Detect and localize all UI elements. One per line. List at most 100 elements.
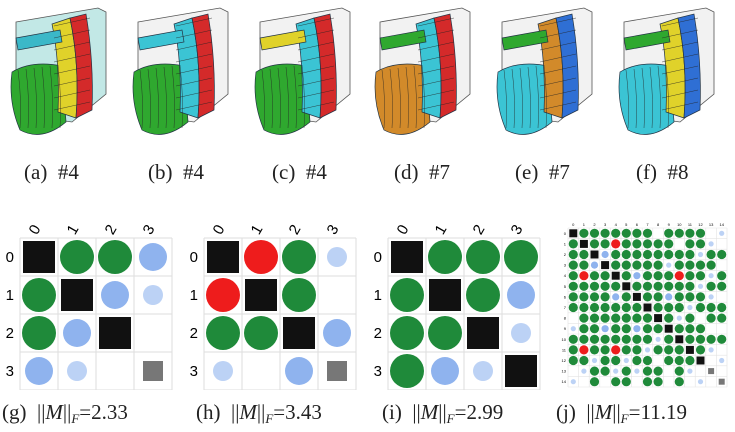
caption-g-norm-close: || xyxy=(62,400,72,424)
coupling-circle xyxy=(621,366,631,376)
mesh-line xyxy=(57,64,61,129)
coupling-circle xyxy=(687,304,693,311)
coupling-circle xyxy=(579,355,589,366)
diagonal-cell xyxy=(643,303,652,312)
row-header: 6 xyxy=(564,294,567,299)
coupling-circle xyxy=(282,240,316,274)
coupling-circle xyxy=(139,243,167,271)
coupling-circle xyxy=(695,324,706,334)
coupling-circle xyxy=(570,326,576,332)
row-header: 13 xyxy=(562,369,567,374)
row-header: 2 xyxy=(6,325,14,342)
coupling-circle xyxy=(206,316,240,350)
coupling-circle xyxy=(664,239,674,249)
coupling-circle xyxy=(665,293,673,301)
caption-f-model: #8 xyxy=(667,160,689,184)
coupling-circle xyxy=(642,239,653,249)
coupling-circle xyxy=(621,228,631,238)
caption-j-value: =11.19 xyxy=(628,400,687,424)
coupling-circle xyxy=(632,334,642,344)
coupling-circle xyxy=(601,250,609,259)
horizontal-slab xyxy=(501,29,549,51)
coupling-circle xyxy=(642,281,653,291)
row-header: 5 xyxy=(564,284,567,289)
mesh-line xyxy=(661,89,699,99)
render-c xyxy=(246,2,366,152)
coupling-circle xyxy=(664,281,674,291)
mesh-line xyxy=(417,101,455,111)
row-header: 3 xyxy=(190,363,198,380)
mesh-line xyxy=(539,77,577,87)
coupling-circle xyxy=(666,262,672,268)
coupling-circle xyxy=(244,240,278,274)
column-header: 1 xyxy=(64,222,83,238)
caption-j-label: (j) xyxy=(556,400,576,424)
diagonal-cell xyxy=(696,356,705,365)
caption-h-norm-open: || xyxy=(231,400,240,424)
coupling-circle xyxy=(653,281,663,291)
coupling-circle xyxy=(568,355,578,366)
coupling-circle xyxy=(568,271,578,281)
caption-i: (i) ||M||F=2.99 xyxy=(382,400,503,427)
coupling-circle xyxy=(600,292,610,302)
column-header: 2 xyxy=(470,222,489,238)
coupling-circle xyxy=(719,357,725,364)
diagonal-cell xyxy=(327,361,347,381)
diagonal-cell xyxy=(590,250,599,259)
mesh-line xyxy=(179,64,183,129)
coupling-circle xyxy=(611,334,621,344)
coupling-circle xyxy=(642,334,653,344)
lower-block xyxy=(374,63,431,135)
coupling-circle xyxy=(206,278,240,312)
mesh-line xyxy=(503,69,507,129)
mesh-line xyxy=(175,77,213,87)
coupling-circle xyxy=(568,281,578,291)
column-header: 9 xyxy=(668,222,671,227)
coupling-circle xyxy=(428,316,462,350)
row-header: 0 xyxy=(6,249,14,266)
coupling-circle xyxy=(695,260,706,270)
coupling-circle xyxy=(695,271,706,281)
coupling-circle xyxy=(611,302,621,313)
mesh-line xyxy=(397,67,401,129)
coupling-circle xyxy=(621,260,631,270)
row-header: 3 xyxy=(6,363,14,380)
mesh-line xyxy=(661,53,699,63)
coupling-circle xyxy=(653,260,663,270)
coupling-circle xyxy=(579,249,589,260)
row-header: 3 xyxy=(564,263,567,268)
caption-d-model: #7 xyxy=(429,160,450,184)
row-header: 1 xyxy=(190,287,198,304)
mesh-line xyxy=(421,64,425,129)
coupling-circle xyxy=(568,260,578,270)
coupling-circle xyxy=(579,302,589,313)
caption-i-norm-close: || xyxy=(438,400,447,424)
vertical-sheet-inner xyxy=(677,13,701,119)
coupling-circle xyxy=(708,347,714,353)
mesh-line xyxy=(633,68,637,129)
coupling-circle xyxy=(589,228,600,238)
coupling-circle xyxy=(579,292,589,302)
caption-e-model: #7 xyxy=(548,160,570,184)
coupling-circle xyxy=(98,240,132,274)
coupling-circle xyxy=(664,355,674,366)
coupling-circle xyxy=(708,273,714,279)
coupling-circle xyxy=(664,313,674,323)
mesh-line xyxy=(297,29,335,39)
caption-c: (c) #4 xyxy=(272,160,327,185)
coupling-circle xyxy=(621,292,631,302)
column-header: 1 xyxy=(432,222,451,238)
mesh-line xyxy=(175,41,213,51)
coupling-circle xyxy=(708,241,714,247)
mesh-line xyxy=(293,65,297,129)
coupling-circle xyxy=(601,325,609,333)
coupling-circle xyxy=(687,368,693,374)
coupling-circle xyxy=(632,249,642,260)
coupling-circle xyxy=(570,379,576,385)
row-header: 0 xyxy=(374,249,382,266)
coupling-circle xyxy=(674,249,684,260)
coupling-circle xyxy=(611,355,621,366)
coupling-circle xyxy=(504,240,538,274)
coupling-circle xyxy=(653,366,663,376)
coupling-circle xyxy=(611,228,621,238)
